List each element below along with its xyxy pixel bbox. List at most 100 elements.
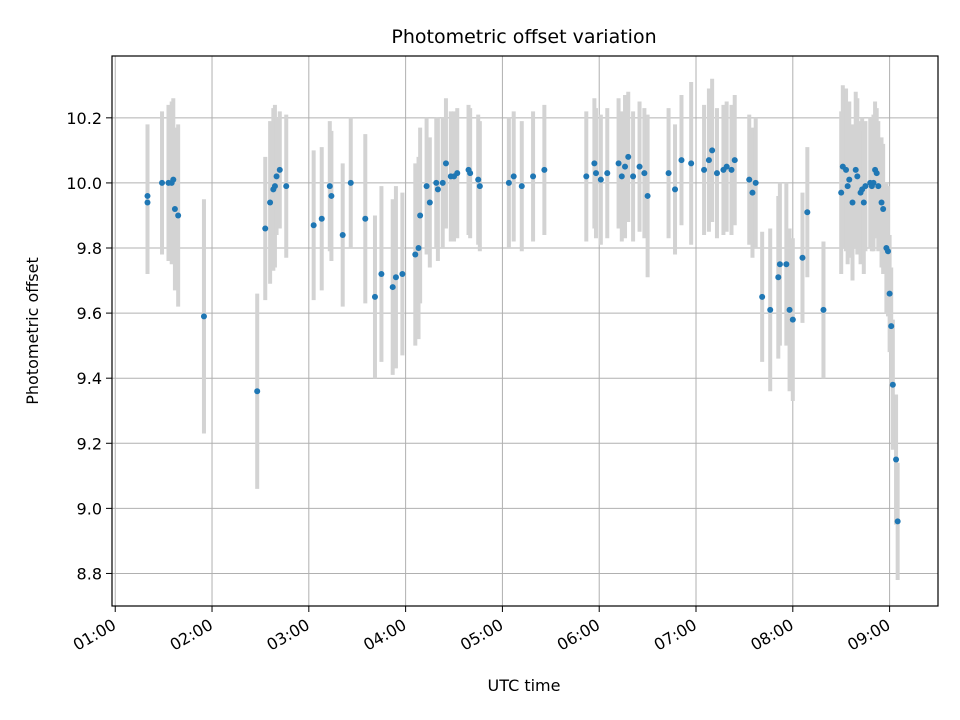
data-point [878, 199, 885, 206]
x-axis-label: UTC time [488, 676, 561, 695]
data-point [283, 183, 290, 190]
data-point [752, 179, 759, 186]
data-point [880, 205, 887, 212]
data-point [310, 222, 317, 229]
data-point [713, 170, 720, 177]
data-point [412, 251, 419, 258]
data-point [873, 170, 880, 177]
data-point [767, 306, 774, 313]
data-point [843, 166, 850, 173]
data-point [541, 166, 548, 173]
data-point [678, 157, 685, 164]
data-point [728, 166, 735, 173]
data-point [875, 183, 882, 190]
data-point [415, 245, 422, 252]
data-point [746, 176, 753, 183]
data-point [860, 199, 867, 206]
data-point [618, 173, 625, 180]
data-point [889, 381, 896, 388]
data-point [625, 153, 632, 160]
data-point [665, 170, 672, 177]
plot-area-frame [111, 55, 939, 607]
y-tick-label: 9.0 [77, 499, 102, 518]
data-point [171, 205, 178, 212]
data-point [789, 316, 796, 323]
data-point [644, 192, 651, 199]
data-point [641, 170, 648, 177]
data-point [893, 456, 900, 463]
y-axis-ticks: 8.8 9.0 9.2 9.4 9.6 9.8 10.0 10.2 [66, 109, 112, 583]
data-point [434, 186, 441, 193]
data-point [399, 271, 406, 278]
data-point [592, 170, 599, 177]
data-point [200, 313, 207, 320]
data-point [371, 293, 378, 300]
data-points [144, 147, 901, 525]
data-point [454, 170, 461, 177]
y-tick-label: 10.0 [66, 174, 102, 193]
data-point [276, 166, 283, 173]
data-point [476, 183, 483, 190]
data-point [378, 271, 385, 278]
data-point [884, 248, 891, 255]
data-point [475, 176, 482, 183]
data-point [530, 173, 537, 180]
data-point [170, 176, 177, 183]
data-point [849, 199, 856, 206]
y-tick-label: 9.6 [77, 304, 102, 323]
data-point [775, 274, 782, 281]
data-point [144, 199, 151, 206]
data-point [894, 518, 901, 525]
data-point [510, 173, 517, 180]
data-point [518, 183, 525, 190]
data-point [886, 290, 893, 297]
data-point [636, 163, 643, 170]
data-point [852, 166, 859, 173]
y-tick-label: 9.8 [77, 239, 102, 258]
y-tick-label: 8.8 [77, 564, 102, 583]
y-tick-label: 9.2 [77, 434, 102, 453]
data-point [776, 261, 783, 268]
data-point [591, 160, 598, 167]
data-point [615, 160, 622, 167]
data-point [328, 192, 335, 199]
data-point [786, 306, 793, 313]
data-point [273, 173, 280, 180]
data-point [389, 284, 396, 291]
data-point [439, 179, 446, 186]
data-point [144, 192, 151, 199]
y-tick-label: 9.4 [77, 369, 102, 388]
data-point [854, 173, 861, 180]
data-point [862, 183, 869, 190]
data-point [339, 231, 346, 238]
data-point [701, 166, 708, 173]
data-point [318, 215, 325, 222]
data-point [759, 293, 766, 300]
y-tick-label: 10.2 [66, 109, 102, 128]
data-point [271, 183, 278, 190]
data-point [799, 254, 806, 261]
data-point [844, 183, 851, 190]
data-point [709, 147, 716, 154]
data-point [159, 179, 166, 186]
data-point [622, 163, 629, 170]
data-point [433, 179, 440, 186]
data-point [731, 157, 738, 164]
data-point [423, 183, 430, 190]
data-point [630, 173, 637, 180]
y-axis-label: Photometric offset [23, 257, 42, 405]
data-point [838, 189, 845, 196]
data-point [804, 209, 811, 216]
data-point [267, 199, 274, 206]
data-point [426, 199, 433, 206]
data-point [597, 176, 604, 183]
data-point [254, 388, 261, 395]
data-point [175, 212, 182, 219]
data-point [505, 179, 512, 186]
data-point [583, 173, 590, 180]
chart-title: Photometric offset variation [391, 26, 656, 48]
data-point [262, 225, 269, 232]
data-point [362, 215, 369, 222]
data-point [870, 179, 877, 186]
